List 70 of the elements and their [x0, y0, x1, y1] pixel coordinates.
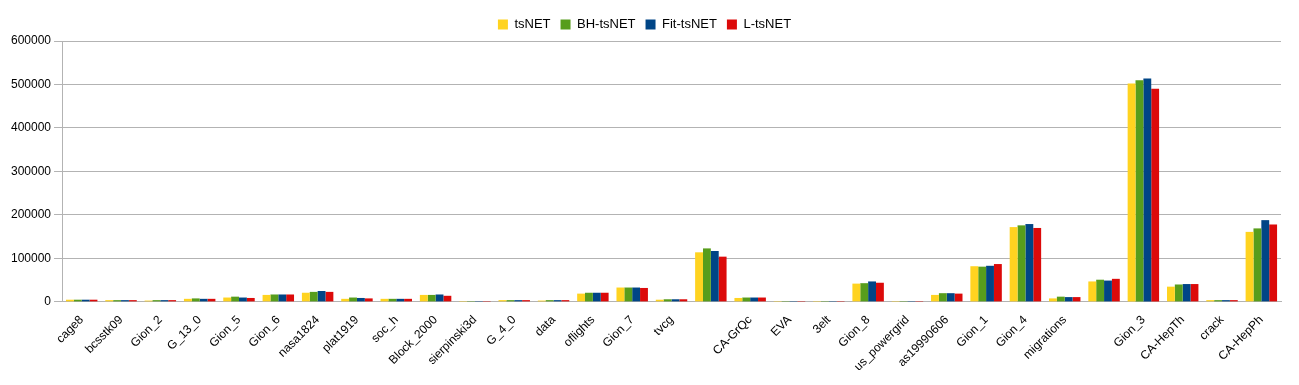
- bar: [1064, 297, 1073, 302]
- bar: [1269, 224, 1278, 302]
- bar: [309, 291, 318, 302]
- bar: [600, 292, 609, 302]
- bar: [1166, 286, 1175, 302]
- x-tick-label: EVA: [767, 312, 794, 339]
- bar: [1261, 220, 1270, 302]
- bar: [427, 294, 436, 302]
- bar: [592, 292, 601, 302]
- bar: [1127, 83, 1136, 302]
- bar: [632, 287, 641, 302]
- bar: [443, 295, 452, 302]
- bar: [970, 266, 979, 302]
- bar: [624, 287, 633, 302]
- bar: [270, 294, 279, 302]
- bar: [868, 281, 876, 302]
- bar: [1033, 227, 1042, 302]
- bar: [1096, 279, 1105, 302]
- bar: [986, 265, 994, 302]
- bar: [1104, 280, 1112, 302]
- bar: [1182, 284, 1191, 302]
- x-tick-label: data: [531, 312, 559, 339]
- bar: [875, 282, 884, 302]
- bar: [663, 299, 672, 302]
- legend-label: BH-tsNET: [577, 16, 636, 32]
- bar: [325, 291, 334, 302]
- legend-label: Fit-tsNET: [662, 16, 717, 32]
- bar: [419, 294, 428, 302]
- bar: [1111, 278, 1120, 302]
- bar: [616, 287, 625, 302]
- bar: [278, 294, 287, 302]
- bar: [860, 283, 869, 302]
- bar: [679, 299, 688, 302]
- x-tick-label: tvcg: [650, 312, 676, 338]
- bar: [577, 293, 586, 302]
- bar: [301, 292, 310, 302]
- y-tick-label: 500000: [11, 76, 52, 91]
- bar: [585, 292, 593, 302]
- bar: [1253, 228, 1262, 302]
- bar: [938, 293, 947, 302]
- y-tick-label: 200000: [11, 207, 52, 222]
- bar: [702, 248, 711, 302]
- y-tick-label: 600000: [11, 33, 52, 48]
- bar: [695, 252, 703, 302]
- bar: [1049, 298, 1057, 302]
- bar: [931, 294, 939, 302]
- x-tick-label: 3elt: [809, 312, 834, 337]
- bar: [640, 287, 648, 302]
- legend-label: L-tsNET: [743, 16, 792, 32]
- bar: [718, 256, 727, 302]
- bar: [286, 294, 295, 302]
- y-tick-label: 100000: [11, 250, 52, 265]
- y-tick-label: 400000: [11, 120, 52, 135]
- y-tick-label: 0: [44, 294, 52, 309]
- bar: [993, 264, 1002, 302]
- y-tick-label: 300000: [11, 163, 52, 178]
- legend-label: tsNET: [514, 16, 551, 32]
- bar: [1143, 78, 1152, 302]
- bar: [435, 294, 444, 302]
- bar: [852, 283, 861, 302]
- bar: [946, 293, 955, 302]
- bar: [710, 251, 719, 302]
- bar: [1151, 88, 1160, 302]
- bar: [364, 298, 373, 302]
- bar: [1009, 227, 1018, 302]
- bar: [1025, 224, 1034, 302]
- bar: [191, 298, 200, 302]
- bar: [1174, 284, 1183, 302]
- bar: [978, 266, 987, 302]
- bar: [1088, 281, 1097, 302]
